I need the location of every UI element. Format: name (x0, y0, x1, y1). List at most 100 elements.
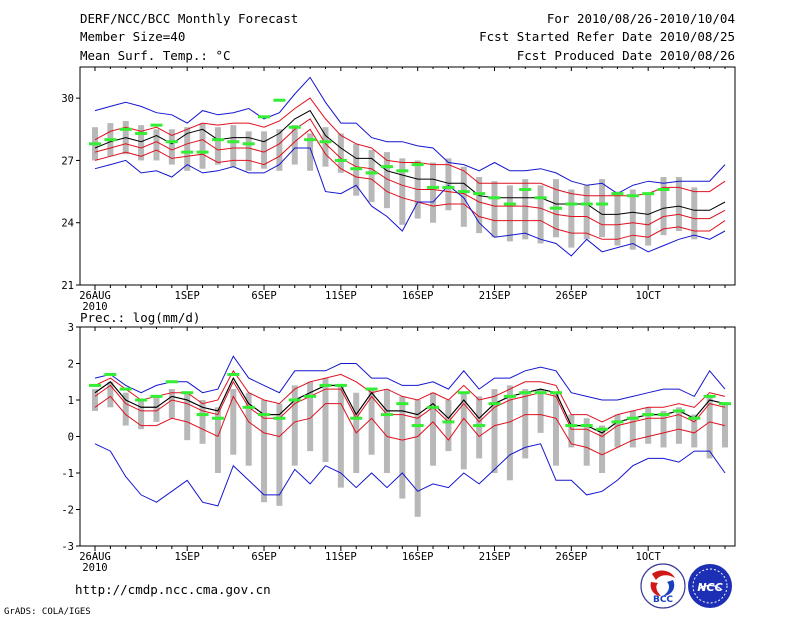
bcc-logo: BCC (640, 563, 686, 609)
precipitation-climatology-bar (245, 392, 252, 466)
temperature-observed-mark (580, 202, 593, 206)
temperature-observed-marks (89, 98, 670, 210)
precipitation-observed-mark (427, 405, 440, 409)
temperature-series-ensemble-mean (94, 109, 726, 215)
temperature-y-tick-label: 27 (61, 155, 74, 167)
temperature-y-tick-label: 24 (61, 218, 74, 230)
precipitation-series-lines (94, 355, 726, 507)
precipitation-climatology-bar (399, 396, 406, 499)
temperature-climatology-bar (276, 129, 283, 171)
precipitation-climatology-bar (122, 392, 129, 426)
precipitation-observed-mark (396, 402, 409, 406)
precipitation-observed-mark (580, 424, 593, 428)
variable-label-precipitation: Prec.: log(mm/d) (80, 310, 200, 325)
bcc-logo-text: BCC (653, 595, 673, 605)
precipitation-climatology-bar (199, 400, 206, 444)
precipitation-y-tick-label: -1 (61, 468, 74, 480)
precipitation-climatology-bar (276, 403, 283, 506)
precipitation-observed-mark (242, 405, 255, 409)
temperature-x-tick-label: 6SEP (251, 290, 276, 302)
temperature-climatology-bar (245, 131, 252, 171)
precipitation-observed-mark (519, 391, 532, 395)
precipitation-x-tick-label: 26AUG (79, 551, 111, 563)
precipitation-climatology-bar (552, 392, 559, 466)
temperature-observed-mark (319, 140, 332, 144)
precipitation-climatology-bar (230, 389, 237, 455)
precipitation-x-tick-year-label: 2010 (82, 562, 107, 574)
precipitation-observed-mark (104, 372, 117, 376)
temperature-observed-mark (396, 169, 409, 173)
temperature-climatology-bar (153, 129, 160, 161)
temperature-climatology-bar (629, 189, 636, 250)
temperature-climatology-bar (138, 125, 145, 161)
precipitation-climatology-bar (506, 385, 513, 481)
precipitation-observed-mark (596, 427, 609, 431)
precipitation-climatology-bar (92, 389, 98, 411)
precipitation-y-tick-label: 3 (68, 322, 74, 334)
temperature-observed-mark (626, 194, 639, 198)
temperature-climatology-bar (506, 185, 513, 242)
temperature-climatology-bar (337, 133, 344, 173)
temperature-observed-mark (611, 192, 624, 196)
precipitation-observed-mark (719, 402, 731, 406)
temperature-climatology-bar (583, 185, 590, 240)
temperature-observed-mark (488, 196, 501, 200)
temperature-observed-mark (473, 192, 486, 196)
precipitation-climatology-bar (414, 400, 421, 517)
temperature-climatology-bar (230, 125, 237, 167)
precipitation-climatology-bar (522, 389, 529, 459)
precipitation-observed-mark (319, 383, 332, 387)
precipitation-series-lower-spread (94, 380, 726, 438)
precipitation-climatology-bar (430, 392, 437, 466)
precipitation-climatology-bar (706, 396, 713, 459)
precipitation-climatology-bar (691, 414, 698, 448)
source-url[interactable]: http://cmdp.ncc.cma.gov.cn (75, 582, 271, 597)
precipitation-climatology-bar (599, 425, 606, 473)
precipitation-series-upper-spread (94, 369, 726, 423)
temperature-observed-mark (596, 202, 609, 206)
ncc-logo-text: NCC (697, 581, 722, 594)
precipitation-climatology-bar (460, 392, 467, 470)
precipitation-climatology-bar (291, 385, 298, 466)
temperature-observed-mark (427, 185, 440, 189)
temperature-climatology-bar (399, 158, 406, 225)
temperature-observed-mark (411, 163, 424, 167)
precipitation-plot-frame (79, 326, 736, 547)
produced-date-label: Fcst Produced Date 2010/08/26 (517, 48, 735, 63)
precipitation-observed-mark (211, 416, 224, 420)
temperature-series-upper-spread (94, 97, 726, 197)
temperature-observed-mark (196, 150, 209, 154)
precipitation-y-tick-label: 0 (68, 432, 74, 444)
precipitation-series-minimum (94, 443, 726, 507)
temperature-observed-mark (334, 158, 347, 162)
temperature-x-tick-label: 26SEP (556, 290, 588, 302)
temperature-x-tick-year-label: 2010 (82, 301, 107, 313)
precipitation-observed-mark (273, 416, 286, 420)
temperature-observed-mark (549, 206, 562, 210)
precipitation-observed-mark (688, 416, 701, 420)
precipitation-climatology-bar (322, 378, 329, 463)
precipitation-climatology-bar (583, 418, 590, 466)
temperature-plot-frame (79, 66, 736, 286)
precipitation-observed-mark (165, 380, 178, 384)
temperature-observed-mark (211, 138, 224, 142)
temperature-climatology-bar (675, 177, 682, 232)
temperature-climatology-bar (645, 193, 652, 246)
precipitation-climatology-bar (675, 407, 682, 444)
temperature-series-lower (94, 128, 726, 240)
temperature-observed-mark (119, 127, 132, 131)
temperature-climatology-bar (168, 129, 175, 165)
temperature-observed-mark (150, 123, 163, 127)
precipitation-climatology-bar (261, 400, 268, 503)
precipitation-observed-mark (119, 387, 132, 391)
temperature-observed-mark (350, 167, 363, 171)
precipitation-climatology-bar (476, 396, 483, 459)
temperature-climatology-bar (460, 166, 467, 227)
precipitation-series-lower (94, 395, 726, 456)
precipitation-observed-mark (304, 394, 317, 398)
temperature-climatology-bar (199, 123, 206, 169)
temperature-climatology-bar (476, 177, 483, 234)
